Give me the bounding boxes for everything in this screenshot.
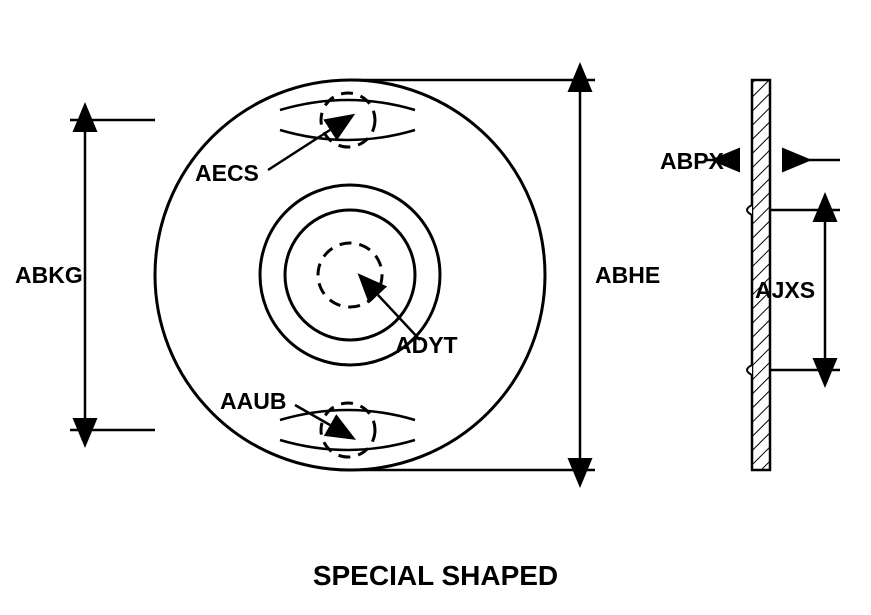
side-notch-bottom [747, 365, 752, 375]
side-notch-top [747, 205, 752, 215]
side-view-rect [752, 80, 770, 470]
bottom-arc-lower [280, 440, 415, 450]
label-aecs: AECS [195, 160, 259, 187]
bottom-arc-upper [280, 410, 415, 420]
label-aaub: AAUB [220, 388, 286, 415]
inner-circle [285, 210, 415, 340]
label-ajxs: AJXS [755, 277, 815, 304]
label-adyt: ADYT [395, 332, 458, 359]
top-arc-upper [280, 100, 415, 110]
top-arc-lower [280, 130, 415, 140]
diagram-svg [0, 0, 871, 615]
label-abkg: ABKG [15, 262, 83, 289]
label-abpx: ABPX [660, 148, 724, 175]
technical-diagram: ABKG ABHE ABPX AJXS AECS ADYT AAUB SPECI… [0, 0, 871, 615]
diagram-title: SPECIAL SHAPED [0, 560, 871, 592]
outer-circle [155, 80, 545, 470]
center-dashed-circle [318, 243, 382, 307]
label-abhe: ABHE [595, 262, 660, 289]
